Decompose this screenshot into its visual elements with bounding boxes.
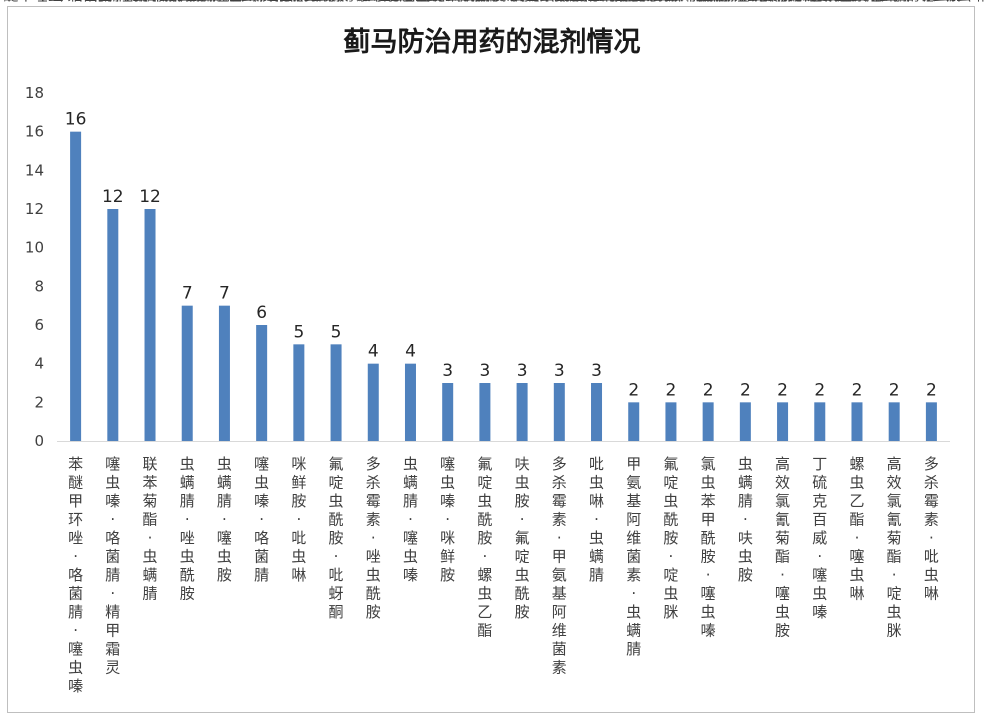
y-tick-label: 2 bbox=[34, 393, 44, 411]
data-label: 12 bbox=[102, 187, 124, 207]
data-label: 2 bbox=[777, 380, 788, 400]
data-label: 3 bbox=[479, 361, 490, 381]
y-tick-label: 6 bbox=[34, 316, 44, 334]
data-label: 12 bbox=[139, 187, 161, 207]
data-label: 2 bbox=[814, 380, 825, 400]
data-label: 2 bbox=[628, 380, 639, 400]
category-label: 高效氯氰菊酯·啶虫脒高效氯氰菊酯·啶虫脒 bbox=[824, 0, 964, 640]
bar bbox=[516, 383, 528, 441]
category-label: 氟啶虫酰胺·螺虫乙酯氟啶虫酰胺·螺虫乙酯 bbox=[415, 0, 555, 640]
category-label: 甲氨基阿维菌素·虫螨腈甲氨基阿维菌素·虫螨腈 bbox=[556, 0, 711, 658]
bar bbox=[218, 305, 230, 441]
data-label: 2 bbox=[740, 380, 751, 400]
bar bbox=[739, 402, 751, 441]
bar bbox=[777, 402, 789, 441]
bar bbox=[442, 383, 454, 441]
bar bbox=[702, 402, 714, 441]
bar bbox=[925, 402, 937, 441]
category-label: 高效氯氰菊酯·噻虫胺高效氯氰菊酯·噻虫胺 bbox=[713, 0, 853, 640]
bar bbox=[70, 131, 82, 441]
y-tick-label: 16 bbox=[25, 123, 44, 141]
bar bbox=[107, 209, 119, 441]
data-label: 5 bbox=[331, 322, 342, 342]
y-tick-label: 18 bbox=[25, 84, 44, 102]
data-label: 5 bbox=[293, 322, 304, 342]
chart-title: 蓟马防治用药的混剂情况 bbox=[343, 27, 641, 58]
bar bbox=[293, 344, 305, 441]
data-label: 3 bbox=[442, 361, 453, 381]
bar bbox=[591, 383, 603, 441]
bar bbox=[814, 402, 826, 441]
bar bbox=[181, 305, 193, 441]
bar bbox=[479, 383, 491, 441]
data-label: 4 bbox=[368, 342, 379, 362]
bar bbox=[553, 383, 565, 441]
y-tick-label: 4 bbox=[34, 355, 44, 373]
data-label: 2 bbox=[666, 380, 677, 400]
category-label: 多杀霉素·甲氨基阿维菌素多杀霉素·甲氨基阿维菌素 bbox=[474, 0, 644, 677]
category-label: 苯醚甲环唑·咯菌腈·噻虫嗪苯醚甲环唑·咯菌腈·噻虫嗪 bbox=[0, 0, 163, 695]
data-label: 6 bbox=[256, 303, 267, 323]
bar bbox=[330, 344, 342, 441]
data-label: 4 bbox=[405, 342, 416, 362]
bar bbox=[851, 402, 863, 441]
data-label: 2 bbox=[889, 380, 900, 400]
bar bbox=[628, 402, 640, 441]
bar bbox=[367, 363, 379, 441]
data-label: 7 bbox=[219, 284, 230, 304]
y-tick-label: 10 bbox=[25, 239, 44, 257]
data-label: 3 bbox=[517, 361, 528, 381]
data-label: 3 bbox=[591, 361, 602, 381]
data-label: 7 bbox=[182, 284, 193, 304]
bar bbox=[404, 363, 416, 441]
y-tick-label: 8 bbox=[34, 277, 44, 295]
chart-frame bbox=[7, 6, 975, 713]
bar bbox=[665, 402, 677, 441]
y-tick-label: 14 bbox=[25, 161, 44, 179]
data-label: 3 bbox=[554, 361, 565, 381]
data-label: 2 bbox=[703, 380, 714, 400]
bar bbox=[888, 402, 900, 441]
data-label: 2 bbox=[926, 380, 937, 400]
category-label: 氯虫苯甲酰胺·噻虫嗪氯虫苯甲酰胺·噻虫嗪 bbox=[638, 0, 778, 640]
y-tick-label: 12 bbox=[25, 200, 44, 218]
bar bbox=[144, 209, 156, 441]
bar bbox=[256, 325, 268, 441]
data-label: 16 bbox=[65, 110, 87, 130]
y-tick-label: 0 bbox=[34, 432, 44, 450]
data-label: 2 bbox=[852, 380, 863, 400]
